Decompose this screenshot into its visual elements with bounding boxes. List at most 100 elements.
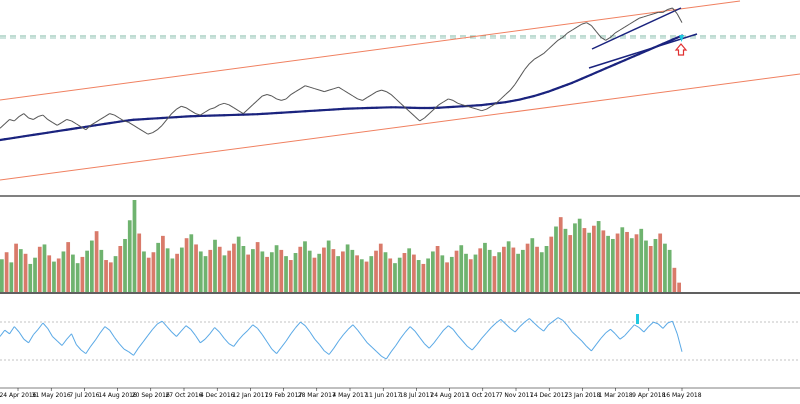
- volume-bar: [545, 246, 549, 292]
- time-axis-label: 7 Jul 2016: [69, 392, 99, 399]
- volume-bar: [426, 258, 430, 292]
- volume-bar: [583, 228, 587, 292]
- volume-bar: [142, 251, 146, 292]
- volume-bar: [540, 252, 544, 292]
- volume-bar: [237, 237, 241, 292]
- volume-bar: [114, 256, 118, 292]
- volume-bar: [0, 259, 4, 292]
- volume-bar: [204, 256, 208, 292]
- time-axis-label: 11 Jun 2017: [365, 392, 401, 399]
- volume-bar: [47, 255, 51, 292]
- volume-bar: [303, 241, 307, 292]
- volume-bar: [270, 252, 274, 292]
- volume-bar: [336, 256, 340, 292]
- volume-bar: [71, 255, 75, 292]
- time-axis-label: 16 May 2018: [662, 392, 701, 399]
- volume-bar: [384, 252, 388, 292]
- volume-bar: [374, 251, 378, 292]
- volume-bar: [227, 251, 231, 292]
- cyan-signal-bar-icon: [636, 314, 639, 324]
- volume-bar: [308, 251, 312, 292]
- volume-bar: [493, 256, 497, 292]
- volume-bar: [601, 230, 605, 292]
- volume-bar: [526, 244, 530, 292]
- volume-bar: [360, 259, 364, 292]
- volume-bar: [379, 244, 383, 292]
- volume-bar: [76, 263, 80, 292]
- volume-bar: [313, 258, 317, 292]
- volume-bar: [417, 260, 421, 292]
- volume-bar: [194, 244, 198, 292]
- volume-bar: [28, 264, 32, 292]
- volume-bar: [260, 251, 264, 292]
- volume-bar: [535, 247, 539, 292]
- volume-bar: [242, 246, 246, 292]
- volume-bar: [33, 258, 37, 292]
- time-axis-label: 14 Dec 2017: [530, 392, 569, 399]
- time-axis-label: 18 Jul 2017: [399, 392, 433, 399]
- volume-bar: [189, 234, 193, 292]
- volume-bar: [483, 243, 487, 292]
- volume-bar: [620, 227, 624, 292]
- volume-bar: [658, 234, 662, 292]
- volume-bar: [166, 248, 170, 292]
- time-axis-label: 1 Oct 2017: [466, 392, 499, 399]
- volume-bar: [677, 283, 681, 292]
- volume-bar: [341, 251, 345, 292]
- volume-bar: [516, 254, 520, 292]
- volume-bar: [568, 235, 572, 292]
- volume-bar: [564, 229, 568, 292]
- volume-bar: [251, 249, 255, 292]
- volume-bar: [317, 254, 321, 292]
- volume-bar: [156, 243, 160, 292]
- volume-bar: [355, 255, 359, 292]
- volume-bar: [512, 248, 516, 292]
- volume-bar: [327, 241, 331, 292]
- volume-bar: [440, 255, 444, 292]
- volume-bar: [289, 260, 293, 292]
- volume-bar: [654, 239, 658, 292]
- volume-bar: [123, 239, 127, 292]
- volume-bar: [422, 264, 426, 292]
- volume-bar: [256, 242, 260, 292]
- volume-bar: [275, 245, 279, 292]
- volume-bar: [497, 252, 501, 292]
- volume-bar: [246, 255, 250, 292]
- volume-bar: [137, 234, 141, 292]
- volume-bar: [199, 251, 203, 292]
- volume-bar: [81, 257, 85, 292]
- time-axis-label: 27 Oct 2016: [165, 392, 202, 399]
- volume-bar: [393, 263, 397, 292]
- volume-bar: [147, 258, 151, 292]
- volume-bar: [24, 254, 28, 292]
- volume-bar: [369, 256, 373, 292]
- volume-bar: [9, 262, 13, 292]
- volume-bar: [350, 250, 354, 292]
- volume-bar: [180, 248, 184, 292]
- volume-bar: [90, 241, 94, 292]
- volume-bar: [478, 248, 482, 292]
- volume-bar: [161, 236, 165, 292]
- volume-bar: [521, 250, 525, 292]
- volume-bar: [152, 252, 156, 292]
- volume-bar: [630, 238, 634, 292]
- volume-bar: [635, 234, 639, 292]
- volume-bar: [507, 241, 511, 292]
- time-axis-label: 23 Jan 2018: [564, 392, 600, 399]
- volume-bar: [365, 262, 369, 292]
- volume-bar: [265, 257, 269, 292]
- volume-bar: [559, 217, 563, 292]
- time-axis-label: 28 Mar 2017: [298, 392, 336, 399]
- volume-bar: [611, 239, 615, 292]
- volume-bar: [597, 221, 601, 292]
- time-axis-label: 7 Nov 2017: [499, 392, 534, 399]
- volume-bar: [455, 251, 459, 292]
- volume-bar: [185, 238, 189, 292]
- volume-bar: [99, 250, 103, 292]
- volume-bar: [469, 259, 473, 292]
- volume-bar: [639, 229, 643, 292]
- time-axis-label: 24 Aug 2017: [430, 392, 469, 399]
- time-axis-label: 4 Dec 2016: [200, 392, 235, 399]
